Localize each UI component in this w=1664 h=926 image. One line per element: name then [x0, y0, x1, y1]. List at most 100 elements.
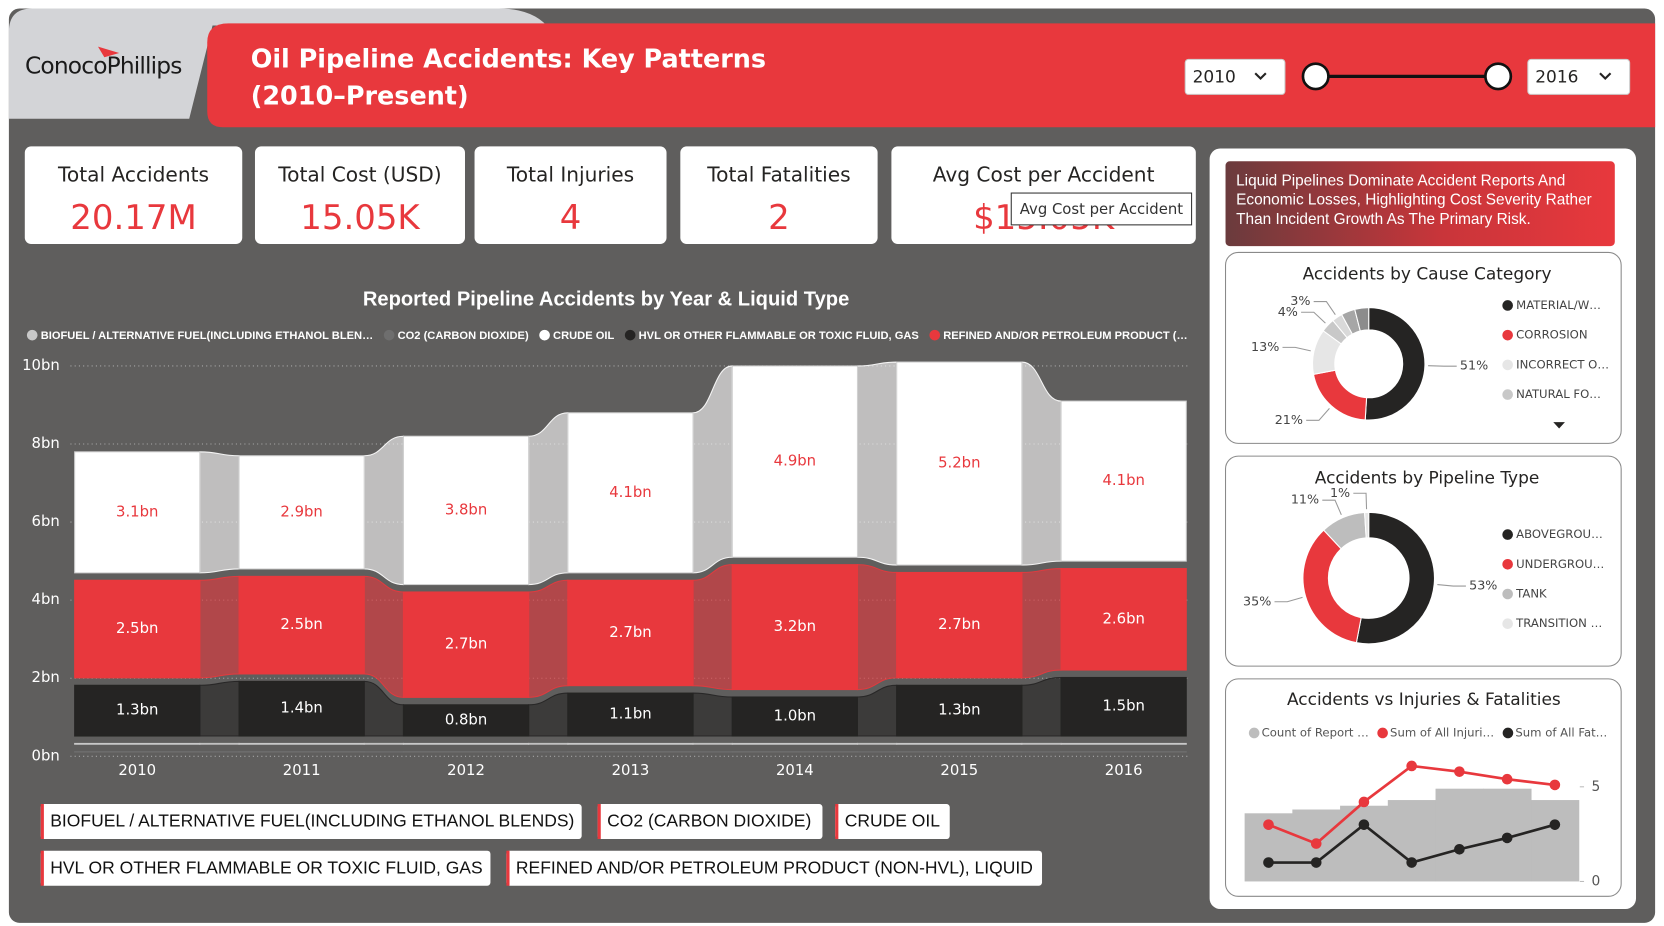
area-bar: [1387, 800, 1437, 882]
ribbon-segment: [567, 692, 694, 737]
filter-button-label[interactable]: CRUDE OIL: [845, 811, 941, 831]
legend-label: NATURAL FO…: [1516, 387, 1601, 401]
data-label: 51%: [1460, 358, 1488, 373]
year-dropdown-value[interactable]: 2016: [1535, 67, 1578, 87]
donut-slice: [1354, 307, 1370, 332]
dropdown-chevron[interactable]: [1254, 72, 1267, 80]
leader-line: [1353, 492, 1368, 510]
y-tick-label: 0: [1591, 873, 1600, 889]
ribbon-segment: [74, 684, 201, 737]
filter-button[interactable]: [40, 850, 491, 886]
data-label: 4%: [1278, 304, 1298, 319]
chart-title: Accidents by Cause Category: [1303, 265, 1552, 285]
ribbon: [199, 680, 240, 737]
ribbon: [692, 692, 733, 737]
year-dropdown[interactable]: [1184, 58, 1286, 95]
line-marker: [1358, 796, 1370, 808]
slider-handle[interactable]: [1484, 62, 1513, 91]
legend-marker: [1502, 529, 1513, 540]
ribbon-segment: [238, 575, 365, 675]
kpi-label: Total Fatalities: [706, 163, 850, 187]
legend-marker: [26, 329, 38, 341]
legend-more[interactable]: [1553, 422, 1565, 429]
ribbon-segment: [896, 571, 1023, 679]
ribbon-segment: [402, 591, 530, 698]
y-tick-label: 5: [1591, 779, 1600, 795]
kpi-card: [474, 146, 667, 244]
logo-background: [8, 8, 547, 119]
kpi-card: [680, 146, 878, 244]
insight-text: Liquid Pipelines Dominate Accident Repor…: [1236, 172, 1592, 229]
value-label: 4.9bn: [774, 453, 816, 470]
filter-button-label[interactable]: CO2 (CARBON DIOXIDE): [607, 811, 811, 831]
legend-marker: [1502, 300, 1513, 311]
filter-button-accent[interactable]: [597, 804, 601, 840]
area-bar: [1531, 800, 1580, 882]
ribbon: [856, 361, 898, 566]
ribbon: [199, 742, 240, 745]
ribbon: [528, 412, 569, 586]
filter-button[interactable]: [40, 804, 582, 840]
filter-button[interactable]: [597, 804, 823, 840]
data-label: 3%: [1290, 293, 1310, 308]
ribbon-segment: [896, 684, 1023, 737]
area-bar: [1340, 805, 1389, 882]
line-marker: [1406, 760, 1417, 772]
data-label: 53%: [1469, 578, 1497, 593]
x-tick-label: 2011: [283, 762, 321, 779]
ribbon-segment: [1060, 400, 1187, 562]
filter-button-accent[interactable]: [835, 804, 839, 840]
filter-button-label[interactable]: HVL OR OTHER FLAMMABLE OR TOXIC FLUID, G…: [50, 857, 482, 877]
ribbon-segment: [74, 451, 201, 574]
leader-line: [1437, 584, 1466, 587]
filter-button-accent[interactable]: [40, 804, 44, 840]
donut-slice: [1302, 529, 1362, 644]
ribbon-segment: [402, 704, 530, 737]
data-label: 11%: [1291, 492, 1319, 507]
ribbon-segment: [1060, 742, 1187, 745]
leader-line: [1301, 311, 1326, 324]
legend-marker: [383, 329, 395, 341]
value-label: 5.2bn: [938, 455, 980, 472]
value-label: 3.8bn: [445, 501, 487, 518]
tooltip-text: Avg Cost per Accident: [1020, 201, 1183, 218]
legend-label: UNDERGROU…: [1516, 557, 1604, 571]
kpi-label: Avg Cost per Accident: [933, 163, 1155, 187]
dropdown-chevron[interactable]: [1599, 72, 1612, 80]
filter-button-label[interactable]: REFINED AND/OR PETROLEUM PRODUCT (NON-HV…: [516, 857, 1033, 877]
year-dropdown[interactable]: [1527, 58, 1631, 95]
filter-button[interactable]: [835, 804, 950, 840]
ribbon: [1021, 676, 1062, 737]
leader-line: [1274, 596, 1303, 603]
value-label: 2.5bn: [280, 616, 322, 633]
x-tick-label: 2014: [776, 762, 814, 779]
legend-label: Sum of All Injuri…: [1390, 725, 1494, 739]
value-label: 2.7bn: [609, 624, 651, 641]
slider-handle[interactable]: [1301, 62, 1330, 91]
filter-button-label[interactable]: BIOFUEL / ALTERNATIVE FUEL(INCLUDING ETH…: [50, 811, 574, 831]
legend-marker: [929, 329, 941, 341]
value-label: 1.0bn: [774, 708, 816, 725]
filter-button-accent[interactable]: [506, 850, 510, 886]
value-label: 1.1bn: [609, 706, 651, 723]
chart-title: Reported Pipeline Accidents by Year & Li…: [363, 289, 849, 311]
legend-marker: [1502, 329, 1513, 341]
legend-label: Count of Report …: [1262, 725, 1369, 739]
filter-button[interactable]: [506, 850, 1043, 886]
kpi-label: Total Injuries: [506, 163, 634, 187]
line-marker: [1549, 819, 1561, 830]
year-dropdown-value[interactable]: 2010: [1193, 67, 1236, 87]
ribbon: [199, 575, 240, 679]
y-tick-label: 4bn: [32, 591, 60, 608]
line-marker: [1310, 857, 1322, 868]
leader-line: [1322, 499, 1342, 516]
legend-marker: [1248, 727, 1260, 739]
legend-label: TRANSITION …: [1515, 616, 1602, 630]
kpi-label: Total Cost (USD): [277, 163, 441, 187]
legend-marker: [1502, 359, 1513, 371]
line-marker: [1406, 857, 1417, 868]
filter-button-accent[interactable]: [40, 850, 44, 886]
ribbon: [363, 742, 405, 745]
ribbon: [856, 742, 898, 745]
logo-mark: [97, 46, 120, 58]
